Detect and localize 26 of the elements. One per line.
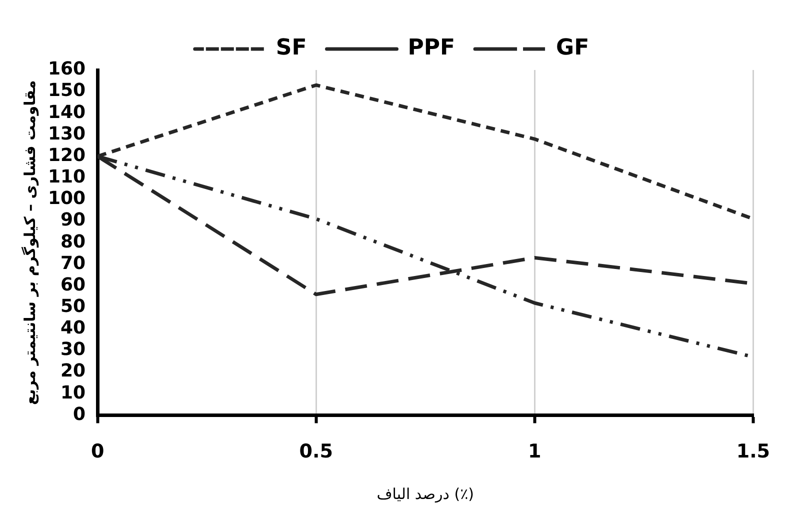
- y-tick-label: 80: [60, 231, 86, 252]
- y-tick-label: 150: [48, 80, 86, 102]
- y-tick-label: 110: [48, 166, 86, 188]
- y-tick-label: 20: [60, 360, 86, 382]
- x-tick-label: 1: [528, 440, 542, 463]
- x-tick-label: 1.5: [736, 440, 770, 463]
- x-tick-label: 0: [90, 440, 104, 463]
- y-tick-label: 40: [60, 318, 86, 339]
- y-tick-label: 50: [60, 296, 86, 317]
- legend-label: GF: [556, 36, 590, 61]
- x-tick-label: 0.5: [299, 440, 333, 463]
- y-tick-label: 140: [48, 102, 86, 123]
- legend-label: PPF: [408, 36, 456, 61]
- y-tick-label: 160: [48, 58, 86, 80]
- y-tick-label: 0: [73, 404, 86, 425]
- y-tick-label: 10: [60, 382, 86, 404]
- y-tick-label: 60: [60, 274, 86, 296]
- y-tick-label: 90: [60, 210, 86, 231]
- y-tick-label: 130: [48, 123, 86, 144]
- y-tick-label: 100: [48, 188, 86, 210]
- legend-label: SF: [276, 36, 307, 61]
- y-tick-label: 120: [48, 144, 86, 166]
- y-axis-title: مقاومت فشاری – کیلوگرم بر سانتیمتر مربع: [20, 80, 39, 405]
- y-tick-label: 70: [60, 252, 86, 274]
- x-axis-title: درصد الیاف (٪): [376, 484, 474, 503]
- y-tick-label: 30: [60, 339, 86, 360]
